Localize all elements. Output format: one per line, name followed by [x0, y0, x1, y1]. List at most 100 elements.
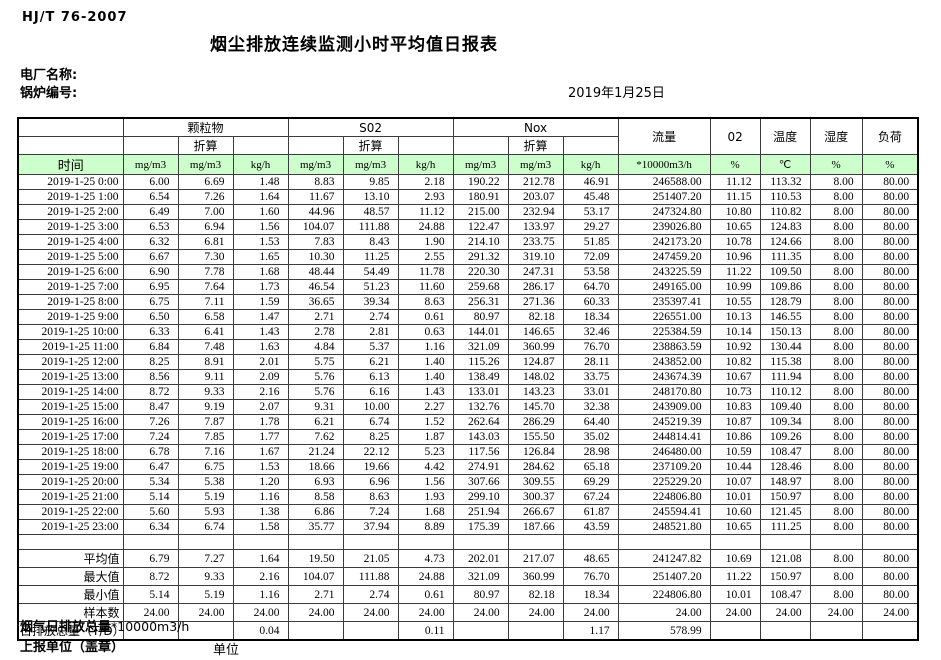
summary-value-cell: 202.01 — [452, 549, 509, 568]
value-cell: 111.35 — [759, 249, 811, 265]
value-cell: 111.88 — [342, 219, 399, 235]
value-cell: 1.52 — [397, 414, 454, 430]
table-row: 2019-1-25 20:00 5.34 5.38 1.20 6.93 6.96 1.56 3… — [17, 474, 919, 490]
value-cell: 10.96 — [709, 249, 761, 265]
value-cell: 4.84 — [287, 339, 344, 355]
summary-value-cell: 5.14 — [122, 585, 179, 604]
value-cell: 80.00 — [861, 174, 919, 190]
value-cell: 53.58 — [562, 264, 619, 280]
value-cell: 1.68 — [397, 504, 454, 520]
time-cell: 2019-1-25 5:00 — [17, 249, 124, 265]
summary-value-cell: 9.33 — [177, 567, 234, 586]
value-cell: 48.57 — [342, 204, 399, 220]
summary-value-cell: 24.00 — [617, 603, 711, 622]
time-cell: 2019-1-25 2:00 — [17, 204, 124, 220]
value-cell: 8.00 — [809, 459, 863, 475]
value-cell: 10.65 — [709, 219, 761, 235]
value-cell: 10.07 — [709, 474, 761, 490]
value-cell: 7.26 — [122, 414, 179, 430]
value-cell: 7.78 — [177, 264, 234, 280]
value-cell: 7.62 — [287, 429, 344, 445]
summary-value-cell: 0.11 — [397, 621, 454, 641]
value-cell: 109.34 — [759, 414, 811, 430]
summary-value-cell: 360.99 — [507, 567, 564, 586]
summary-value-cell — [861, 621, 919, 641]
value-cell: 80.00 — [861, 219, 919, 235]
value-cell: 226551.00 — [617, 309, 711, 325]
value-cell: 24.88 — [397, 219, 454, 235]
value-cell: 8.00 — [809, 519, 863, 535]
summary-value-cell: 6.79 — [122, 549, 179, 568]
summary-label-cell: 平均值 — [17, 549, 124, 568]
value-cell: 80.00 — [861, 519, 919, 535]
value-cell: 262.64 — [452, 414, 509, 430]
value-cell: 1.40 — [397, 354, 454, 370]
value-cell: 111.94 — [759, 369, 811, 385]
value-cell: 5.75 — [287, 354, 344, 370]
flow-header: 流量 — [617, 117, 711, 155]
value-cell: 28.98 — [562, 444, 619, 460]
value-cell: 6.93 — [287, 474, 344, 490]
value-cell: 80.00 — [861, 294, 919, 310]
value-cell: 61.87 — [562, 504, 619, 520]
value-cell: 1.38 — [232, 504, 289, 520]
value-cell: 10.83 — [709, 399, 761, 415]
value-cell: 110.82 — [759, 204, 811, 220]
value-cell: 44.96 — [287, 204, 344, 220]
value-cell: 6.49 — [122, 204, 179, 220]
load-header: 负荷 — [861, 117, 919, 155]
unit-cell: mg/m3 — [287, 154, 344, 175]
value-cell: 53.17 — [562, 204, 619, 220]
value-cell: 274.91 — [452, 459, 509, 475]
value-cell: 8.43 — [342, 234, 399, 250]
summary-label-cell: 日排放总量（T/D） — [17, 621, 124, 641]
value-cell: 190.22 — [452, 174, 509, 190]
table-row: 2019-1-25 8:00 6.75 7.11 1.59 36.65 39.34 8.63… — [17, 294, 919, 310]
value-cell: 104.07 — [287, 219, 344, 235]
unit-label: 单位 — [213, 643, 240, 658]
value-cell: 233.75 — [507, 234, 564, 250]
value-cell: 8.00 — [809, 399, 863, 415]
table-row: 2019-1-25 11:00 6.84 7.48 1.63 4.84 5.37 1.16 3… — [17, 339, 919, 355]
value-cell: 10.13 — [709, 309, 761, 325]
value-cell: 0.63 — [397, 324, 454, 340]
value-cell: 8.00 — [809, 339, 863, 355]
value-cell: 8.63 — [397, 294, 454, 310]
value-cell: 144.01 — [452, 324, 509, 340]
summary-value-cell — [452, 621, 509, 641]
value-cell: 1.58 — [232, 519, 289, 535]
value-cell: 319.10 — [507, 249, 564, 265]
summary-value-cell: 24.00 — [397, 603, 454, 622]
value-cell: 187.66 — [507, 519, 564, 535]
value-cell: 2.81 — [342, 324, 399, 340]
value-cell: 8.00 — [809, 504, 863, 520]
value-cell: 80.00 — [861, 339, 919, 355]
value-cell: 6.86 — [287, 504, 344, 520]
value-cell: 1.60 — [232, 204, 289, 220]
summary-value-cell: 0.61 — [397, 585, 454, 604]
value-cell: 10.73 — [709, 384, 761, 400]
value-cell: 6.54 — [122, 189, 179, 205]
value-cell: 109.50 — [759, 264, 811, 280]
empty-header-cell — [287, 136, 344, 155]
value-cell: 11.67 — [287, 189, 344, 205]
summary-value-cell: 111.88 — [342, 567, 399, 586]
value-cell: 291.32 — [452, 249, 509, 265]
value-cell: 39.34 — [342, 294, 399, 310]
hourly-report-table: 颗粒物 S02 Nox 流量 02 温度 湿度 负荷 折算 折算 折算 时间 m… — [17, 117, 920, 641]
table-row: 2019-1-25 18:00 6.78 7.16 1.67 21.24 22.12 5.2… — [17, 444, 919, 460]
time-cell: 2019-1-25 19:00 — [17, 459, 124, 475]
value-cell: 76.70 — [562, 339, 619, 355]
value-cell: 6.47 — [122, 459, 179, 475]
table-row: 2019-1-25 6:00 6.90 7.78 1.68 48.44 54.49 11.7… — [17, 264, 919, 280]
value-cell: 8.00 — [809, 384, 863, 400]
value-cell: 117.56 — [452, 444, 509, 460]
value-cell: 80.00 — [861, 369, 919, 385]
value-cell: 6.75 — [122, 294, 179, 310]
value-cell: 80.00 — [861, 354, 919, 370]
value-cell: 11.25 — [342, 249, 399, 265]
summary-value-cell: 121.08 — [759, 549, 811, 568]
summary-value-cell: 10.69 — [709, 549, 761, 568]
value-cell: 224806.80 — [617, 489, 711, 505]
value-cell: 2.71 — [287, 309, 344, 325]
